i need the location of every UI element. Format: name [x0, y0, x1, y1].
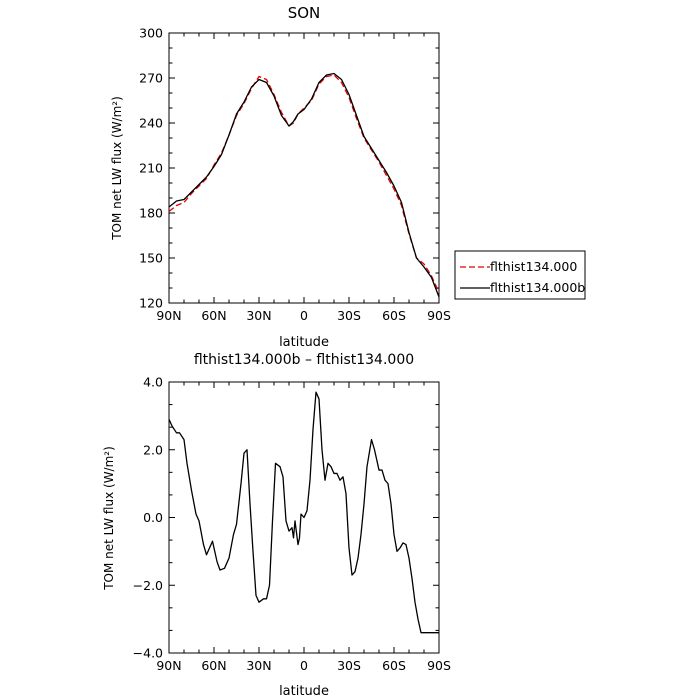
panel-bottom: flthist134.000b – flthist134.000 90N 60N 3… — [102, 352, 451, 699]
y-tick-label: 270 — [139, 71, 163, 86]
y-tick-label: 300 — [139, 26, 163, 41]
y-tick-label: 210 — [139, 161, 163, 176]
y-tick-label: 240 — [139, 116, 163, 131]
x-tick-label: 30S — [337, 308, 361, 323]
x-tick-label: 90S — [427, 308, 451, 323]
bottom-title: flthist134.000b – flthist134.000 — [194, 352, 414, 368]
x-tick-label: 30S — [337, 658, 361, 673]
bottom-ticks: 90N 60N 30N 0 30S 60S 90S −4.0 −2.0 0.0 2.0 4.0 — [133, 375, 451, 674]
bottom-y-axis-label: TOM net LW flux (W/m²) — [102, 446, 116, 591]
y-tick-label: 120 — [139, 296, 163, 311]
top-plot-frame — [168, 32, 440, 304]
x-tick-label: 30N — [246, 658, 271, 673]
legend-box — [454, 250, 586, 300]
x-tick-label: 60S — [382, 658, 406, 673]
x-tick-label: 0 — [300, 308, 308, 323]
y-tick-label: 0.0 — [143, 510, 163, 525]
top-ticks: 90N 60N 30N 0 30S 60S 90S 120 150 180 210 240 270 300 — [139, 26, 451, 324]
x-tick-label: 90N — [156, 658, 181, 673]
series-line-0-0 — [168, 74, 440, 293]
legend: flthist134.000 flthist134.000b — [454, 250, 586, 300]
legend-label-flthist134-000b: flthist134.000b — [490, 280, 585, 295]
y-tick-label: −4.0 — [133, 646, 163, 661]
x-tick-label: 30N — [246, 308, 271, 323]
x-tick-label: 60N — [201, 308, 226, 323]
bottom-x-axis-label: latitude — [279, 684, 329, 699]
y-tick-label: 180 — [139, 206, 163, 221]
bottom-series — [168, 391, 439, 634]
x-tick-label: 90S — [427, 658, 451, 673]
y-tick-label: 4.0 — [143, 375, 163, 390]
legend-label-flthist134-000: flthist134.000 — [490, 259, 577, 274]
top-title: SON — [288, 4, 321, 22]
x-tick-label: 90N — [156, 308, 181, 323]
panel-top: SON 90N 60N 30N 0 30S 60S 90S 120 150 180 210 240 27… — [110, 4, 451, 350]
y-tick-label: 2.0 — [143, 442, 163, 457]
top-y-axis-label: TOM net LW flux (W/m²) — [110, 96, 124, 241]
top-series — [168, 72, 440, 298]
top-x-axis-label: latitude — [279, 335, 329, 350]
y-tick-label: 150 — [139, 251, 163, 266]
y-tick-label: −2.0 — [133, 578, 163, 593]
x-tick-label: 60S — [382, 308, 406, 323]
x-tick-label: 0 — [300, 658, 308, 673]
x-tick-label: 60N — [201, 658, 226, 673]
series-line-0-1 — [168, 72, 440, 298]
series-line-1-0 — [168, 391, 439, 634]
